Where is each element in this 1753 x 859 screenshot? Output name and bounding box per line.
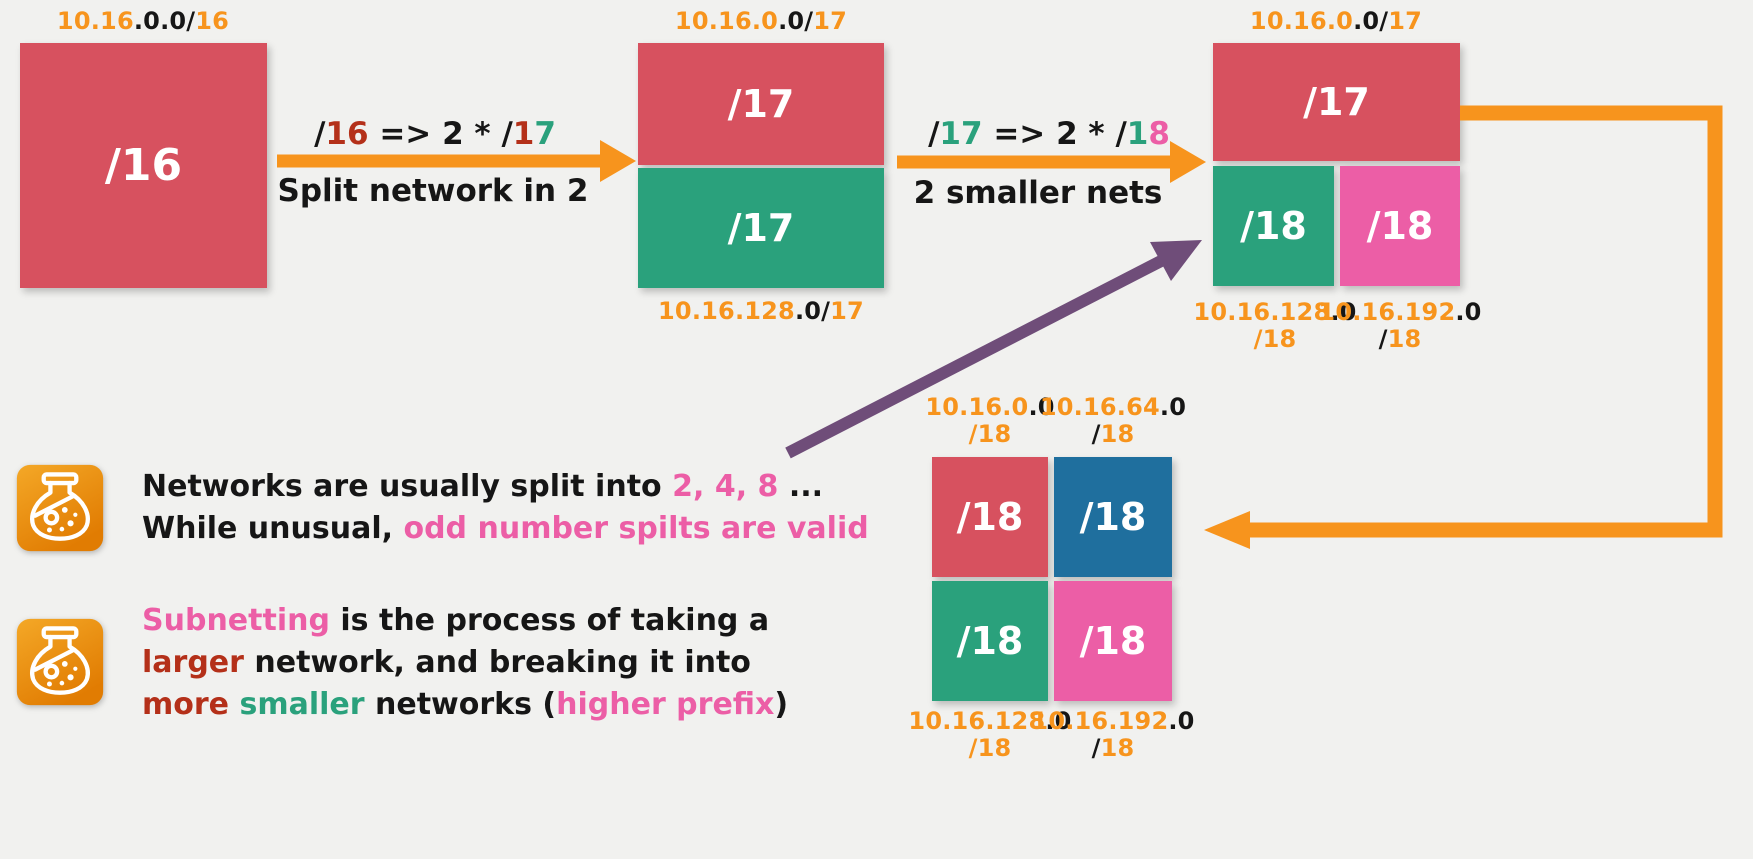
stage3-top-prefix-text: /17 xyxy=(1303,80,1370,124)
stage4-address-bottomleft-label: 10.16.128.0 /18 xyxy=(908,708,1071,762)
stage3-address-top-label: 10.16.0.0/17 xyxy=(1249,7,1423,35)
stage1-prefix-text: /16 xyxy=(104,140,183,191)
note-splitting: Networks are usually split into 2, 4, 8 … xyxy=(142,466,869,550)
stage3-address-right-label: 10.16.192.0 /18 xyxy=(1318,299,1481,353)
stage4-bottomleft-subnet-box: /18 xyxy=(932,581,1048,701)
flask-icon xyxy=(14,616,106,708)
note-line: more smaller networks (higher prefix) xyxy=(142,687,789,722)
stage4-address-topright-label: 10.16.64.0 /18 xyxy=(1040,394,1186,448)
stage3-right-subnet-box: /18 xyxy=(1340,166,1460,286)
stage4-bottomleft-prefix-text: /18 xyxy=(956,619,1024,663)
prefix-line: /18 xyxy=(968,420,1012,448)
note-line: While unusual, odd number spilts are val… xyxy=(142,511,869,546)
stage4-address-topleft-label: 10.16.0.0 /18 xyxy=(925,394,1054,448)
note-subnetting-definition: Subnetting is the process of taking a la… xyxy=(142,600,788,726)
stage3-right-prefix-text: /18 xyxy=(1366,204,1434,248)
prefix-line: /18 xyxy=(1091,734,1135,762)
stage2-bottom-prefix-text: /17 xyxy=(727,206,795,250)
note-line: larger network, and breaking it into xyxy=(142,645,751,680)
stage3-top-subnet-box: /17 xyxy=(1213,43,1460,161)
arrow1-formula: /16 => 2 * /17 xyxy=(314,116,556,152)
stage4-bottomright-prefix-text: /18 xyxy=(1079,619,1147,663)
stage2-address-bottom-label: 10.16.128.0/17 xyxy=(658,297,864,325)
address-line: 10.16.64.0 xyxy=(1039,393,1187,421)
flask-icon xyxy=(14,462,106,554)
address-line: 10.16.0.0 xyxy=(925,393,1055,421)
stage4-topleft-subnet-box: /18 xyxy=(932,457,1048,577)
stage3-left-subnet-box: /18 xyxy=(1213,166,1334,286)
stage2-top-prefix-text: /17 xyxy=(727,82,795,126)
stage4-topright-subnet-box: /18 xyxy=(1054,457,1172,577)
prefix-line: /18 xyxy=(1378,325,1422,353)
note-line: Subnetting is the process of taking a xyxy=(142,603,770,638)
arrow1-caption: Split network in 2 xyxy=(277,173,589,209)
address-line: 10.16.128.0 xyxy=(908,707,1072,735)
address-line: 10.16.192.0 xyxy=(1318,298,1482,326)
stage4-bottomright-subnet-box: /18 xyxy=(1054,581,1172,701)
prefix-line: /18 xyxy=(968,734,1012,762)
stage1-address-label: 10.16.0.0/16 xyxy=(56,7,230,35)
stage4-topleft-prefix-text: /18 xyxy=(956,495,1024,539)
arrow2-formula: /17 => 2 * /18 xyxy=(928,116,1170,152)
address-line: 10.16.192.0 xyxy=(1031,707,1195,735)
prefix-line: /18 xyxy=(1091,420,1135,448)
note-line: Networks are usually split into 2, 4, 8 … xyxy=(142,469,824,504)
arrow2-caption: 2 smaller nets xyxy=(913,175,1163,211)
stage1-network-box: /16 xyxy=(20,43,267,288)
stage4-topright-prefix-text: /18 xyxy=(1079,495,1147,539)
stage2-top-subnet-box: /17 xyxy=(638,43,884,165)
stage4-address-bottomright-label: 10.16.192.0 /18 xyxy=(1031,708,1194,762)
stage2-bottom-subnet-box: /17 xyxy=(638,168,884,288)
stage2-address-top-label: 10.16.0.0/17 xyxy=(674,7,848,35)
stage3-left-prefix-text: /18 xyxy=(1240,204,1307,248)
